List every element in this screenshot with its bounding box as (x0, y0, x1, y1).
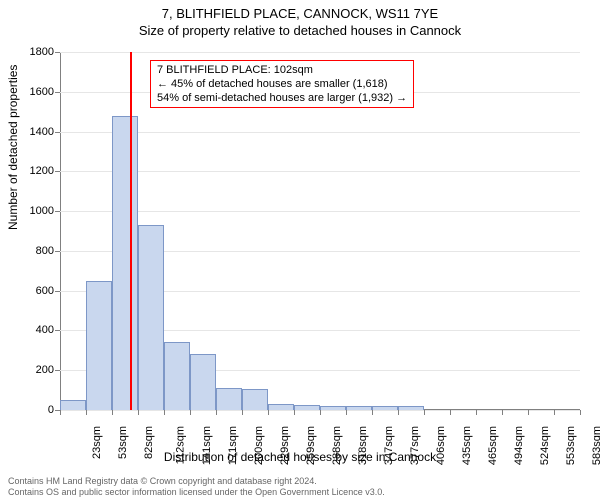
grid-line (60, 132, 580, 133)
annotation-line3: 54% of semi-detached houses are larger (… (157, 91, 407, 105)
y-tick-label: 1200 (14, 165, 54, 177)
grid-line (60, 52, 580, 53)
histogram-bar (398, 406, 424, 410)
histogram-bar (268, 404, 294, 410)
footer-line1: Contains HM Land Registry data © Crown c… (8, 476, 592, 487)
chart-plot-area: 02004006008001000120014001600180023sqm53… (60, 52, 580, 410)
x-tick (502, 410, 503, 415)
histogram-bar (372, 406, 398, 410)
y-tick-label: 600 (14, 285, 54, 297)
x-tick (138, 410, 139, 415)
y-tick-label: 400 (14, 324, 54, 336)
y-tick-label: 1000 (14, 205, 54, 217)
y-tick (55, 330, 60, 331)
footer-attribution: Contains HM Land Registry data © Crown c… (8, 476, 592, 498)
y-tick (55, 211, 60, 212)
chart-subtitle: Size of property relative to detached ho… (0, 21, 600, 38)
x-tick (60, 410, 61, 415)
histogram-bar (164, 342, 190, 410)
histogram-bar (112, 116, 138, 410)
histogram-bar (216, 388, 242, 410)
y-tick (55, 52, 60, 53)
histogram-bar (190, 354, 216, 410)
y-tick (55, 370, 60, 371)
x-tick (554, 410, 555, 415)
x-tick (346, 410, 347, 415)
x-tick (242, 410, 243, 415)
footer-line2: Contains OS and public sector informatio… (8, 487, 592, 498)
x-tick (294, 410, 295, 415)
histogram-bar (320, 406, 346, 410)
x-tick (216, 410, 217, 415)
x-tick (190, 410, 191, 415)
x-tick (476, 410, 477, 415)
x-tick (164, 410, 165, 415)
x-tick (580, 410, 581, 415)
x-tick (450, 410, 451, 415)
annotation-box: 7 BLITHFIELD PLACE: 102sqm ← 45% of deta… (150, 60, 414, 108)
y-tick-label: 1600 (14, 86, 54, 98)
y-tick-label: 800 (14, 245, 54, 257)
y-tick (55, 291, 60, 292)
histogram-bar (60, 400, 86, 410)
y-tick (55, 92, 60, 93)
x-axis-label: Distribution of detached houses by size … (0, 450, 600, 464)
y-tick-label: 0 (14, 404, 54, 416)
x-tick (112, 410, 113, 415)
x-tick (372, 410, 373, 415)
annotation-line1: 7 BLITHFIELD PLACE: 102sqm (157, 63, 407, 77)
x-tick (268, 410, 269, 415)
histogram-bar (138, 225, 164, 410)
y-axis-line (60, 52, 61, 410)
y-tick (55, 251, 60, 252)
histogram-bar (346, 406, 372, 410)
grid-line (60, 171, 580, 172)
x-tick (86, 410, 87, 415)
y-tick-label: 1400 (14, 126, 54, 138)
property-marker-line (130, 52, 132, 410)
annotation-line2: ← 45% of detached houses are smaller (1,… (157, 77, 407, 91)
grid-line (60, 211, 580, 212)
y-tick (55, 171, 60, 172)
x-tick (398, 410, 399, 415)
histogram-bar (242, 389, 268, 410)
chart-title-line1: 7, BLITHFIELD PLACE, CANNOCK, WS11 7YE (0, 0, 600, 21)
histogram-bar (86, 281, 112, 410)
x-tick (424, 410, 425, 415)
x-tick (528, 410, 529, 415)
y-tick-label: 200 (14, 364, 54, 376)
y-tick (55, 132, 60, 133)
histogram-bar (294, 405, 320, 410)
x-tick (320, 410, 321, 415)
y-tick-label: 1800 (14, 46, 54, 58)
